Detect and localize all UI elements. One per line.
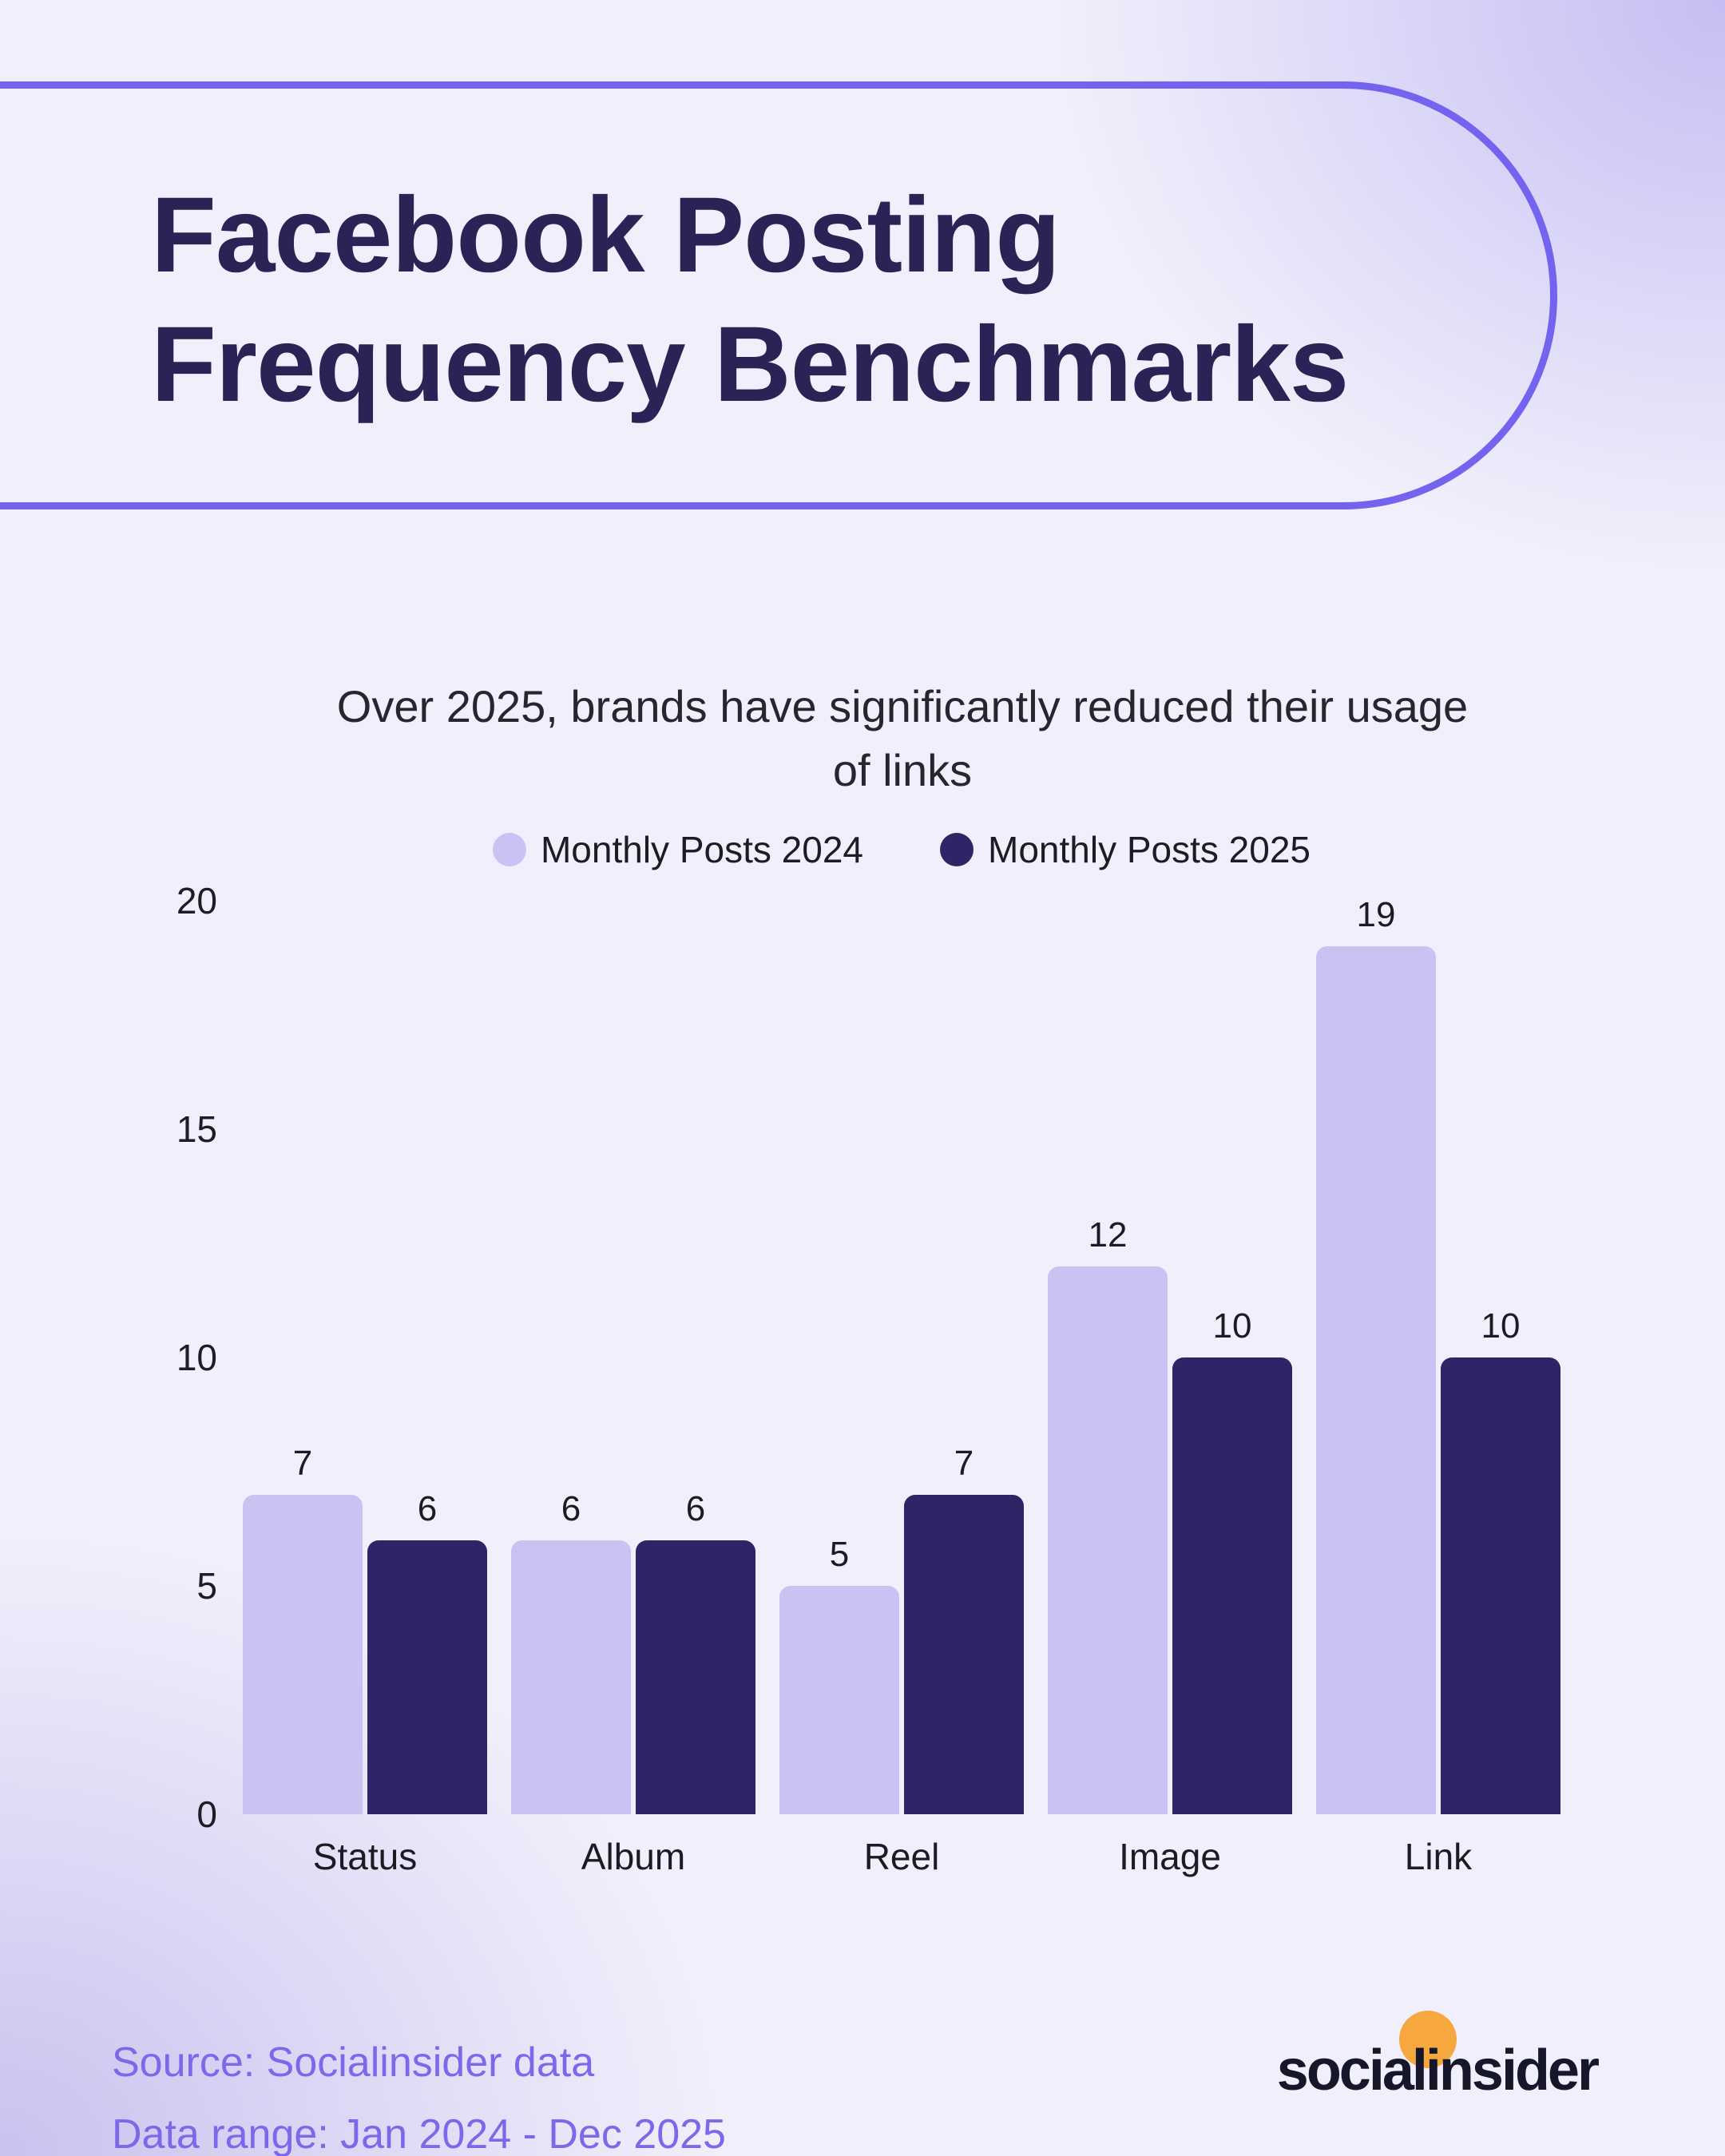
bar-value-link-2025: 10 — [1481, 1306, 1521, 1346]
y-axis: 0 5 10 15 20 — [113, 880, 217, 1835]
y-tick-label-10: 10 — [176, 1337, 217, 1378]
header-outline — [0, 81, 1557, 509]
bar-group-image: 12 10 Image — [1048, 901, 1292, 1877]
x-category-label-link: Link — [1404, 1836, 1473, 1877]
x-category-label-image: Image — [1119, 1836, 1221, 1877]
bar-group-reel: 5 7 Reel — [779, 901, 1024, 1877]
y-tick-label-5: 5 — [196, 1565, 217, 1607]
socialinsider-logo: socialinsider — [1276, 2011, 1600, 2103]
x-category-label-album: Album — [581, 1836, 686, 1877]
logo-text-part3: nsider — [1438, 2039, 1600, 2102]
footer: Source: Socialinsider data Data range: J… — [112, 2027, 726, 2156]
page-title: Facebook Posting Frequency Benchmarks — [151, 171, 1349, 430]
bar-image-2025 — [1172, 1357, 1292, 1814]
chart-subtitle-line2: of links — [832, 745, 973, 795]
bar-link-2025 — [1441, 1357, 1560, 1814]
bar-value-reel-2025: 7 — [954, 1443, 974, 1483]
legend-swatch-icon — [492, 833, 526, 866]
legend-label: Monthly Posts 2025 — [988, 829, 1311, 870]
page-title-line2: Frequency Benchmarks — [151, 305, 1349, 424]
bar-value-album-2024: 6 — [561, 1488, 581, 1528]
logo-orange-circle-icon: li — [1398, 2011, 1457, 2103]
chart-subtitle: Over 2025, brands have significantly red… — [240, 675, 1565, 803]
bar-group-status: 7 6 Status — [243, 901, 487, 1877]
bar-value-link-2024: 19 — [1356, 895, 1396, 935]
legend-label: Monthly Posts 2024 — [540, 829, 863, 870]
bar-value-album-2025: 6 — [685, 1488, 706, 1528]
y-tick-label-15: 15 — [176, 1108, 217, 1150]
logo-text-part2: li — [1411, 2039, 1441, 2102]
footer-data-range: Data range: Jan 2024 - Dec 2025 — [112, 2111, 726, 2156]
chart-legend: Monthly Posts 2024 Monthly Posts 2025 — [243, 827, 1560, 872]
bar-album-2025 — [636, 1540, 755, 1814]
bar-link-2024 — [1316, 946, 1436, 1814]
bar-value-image-2024: 12 — [1088, 1215, 1128, 1254]
bar-status-2025 — [367, 1540, 487, 1814]
y-tick-label-20: 20 — [176, 880, 217, 921]
logo-text-part1: socia — [1276, 2039, 1414, 2102]
x-category-label-reel: Reel — [863, 1836, 940, 1877]
bar-value-image-2025: 10 — [1212, 1306, 1252, 1346]
bar-value-status-2025: 6 — [417, 1488, 438, 1528]
legend-swatch-icon — [940, 833, 974, 866]
bar-value-reel-2024: 5 — [829, 1535, 850, 1574]
page-title-line1: Facebook Posting — [151, 176, 1061, 295]
bar-album-2024 — [511, 1540, 631, 1814]
bar-image-2024 — [1048, 1266, 1168, 1814]
x-category-label-status: Status — [312, 1836, 418, 1877]
footer-source: Source: Socialinsider data — [112, 2039, 595, 2086]
plot-area: 7 6 Status 6 6 Album 5 7 Reel 12 10 Image 19 10 Link — [243, 895, 1560, 1877]
legend-item-1: Monthly Posts 2025 — [940, 828, 1311, 871]
chart-subtitle-line1: Over 2025, brands have significantly red… — [336, 681, 1469, 731]
bar-reel-2024 — [779, 1586, 899, 1814]
y-tick-label-0: 0 — [196, 1793, 217, 1835]
bar-status-2024 — [243, 1494, 363, 1814]
bar-value-status-2024: 7 — [292, 1443, 313, 1483]
bar-group-album: 6 6 Album — [511, 901, 755, 1877]
bar-group-link: 19 10 Link — [1316, 895, 1560, 1877]
bar-reel-2025 — [904, 1494, 1024, 1814]
legend-item-0: Monthly Posts 2024 — [492, 828, 863, 871]
